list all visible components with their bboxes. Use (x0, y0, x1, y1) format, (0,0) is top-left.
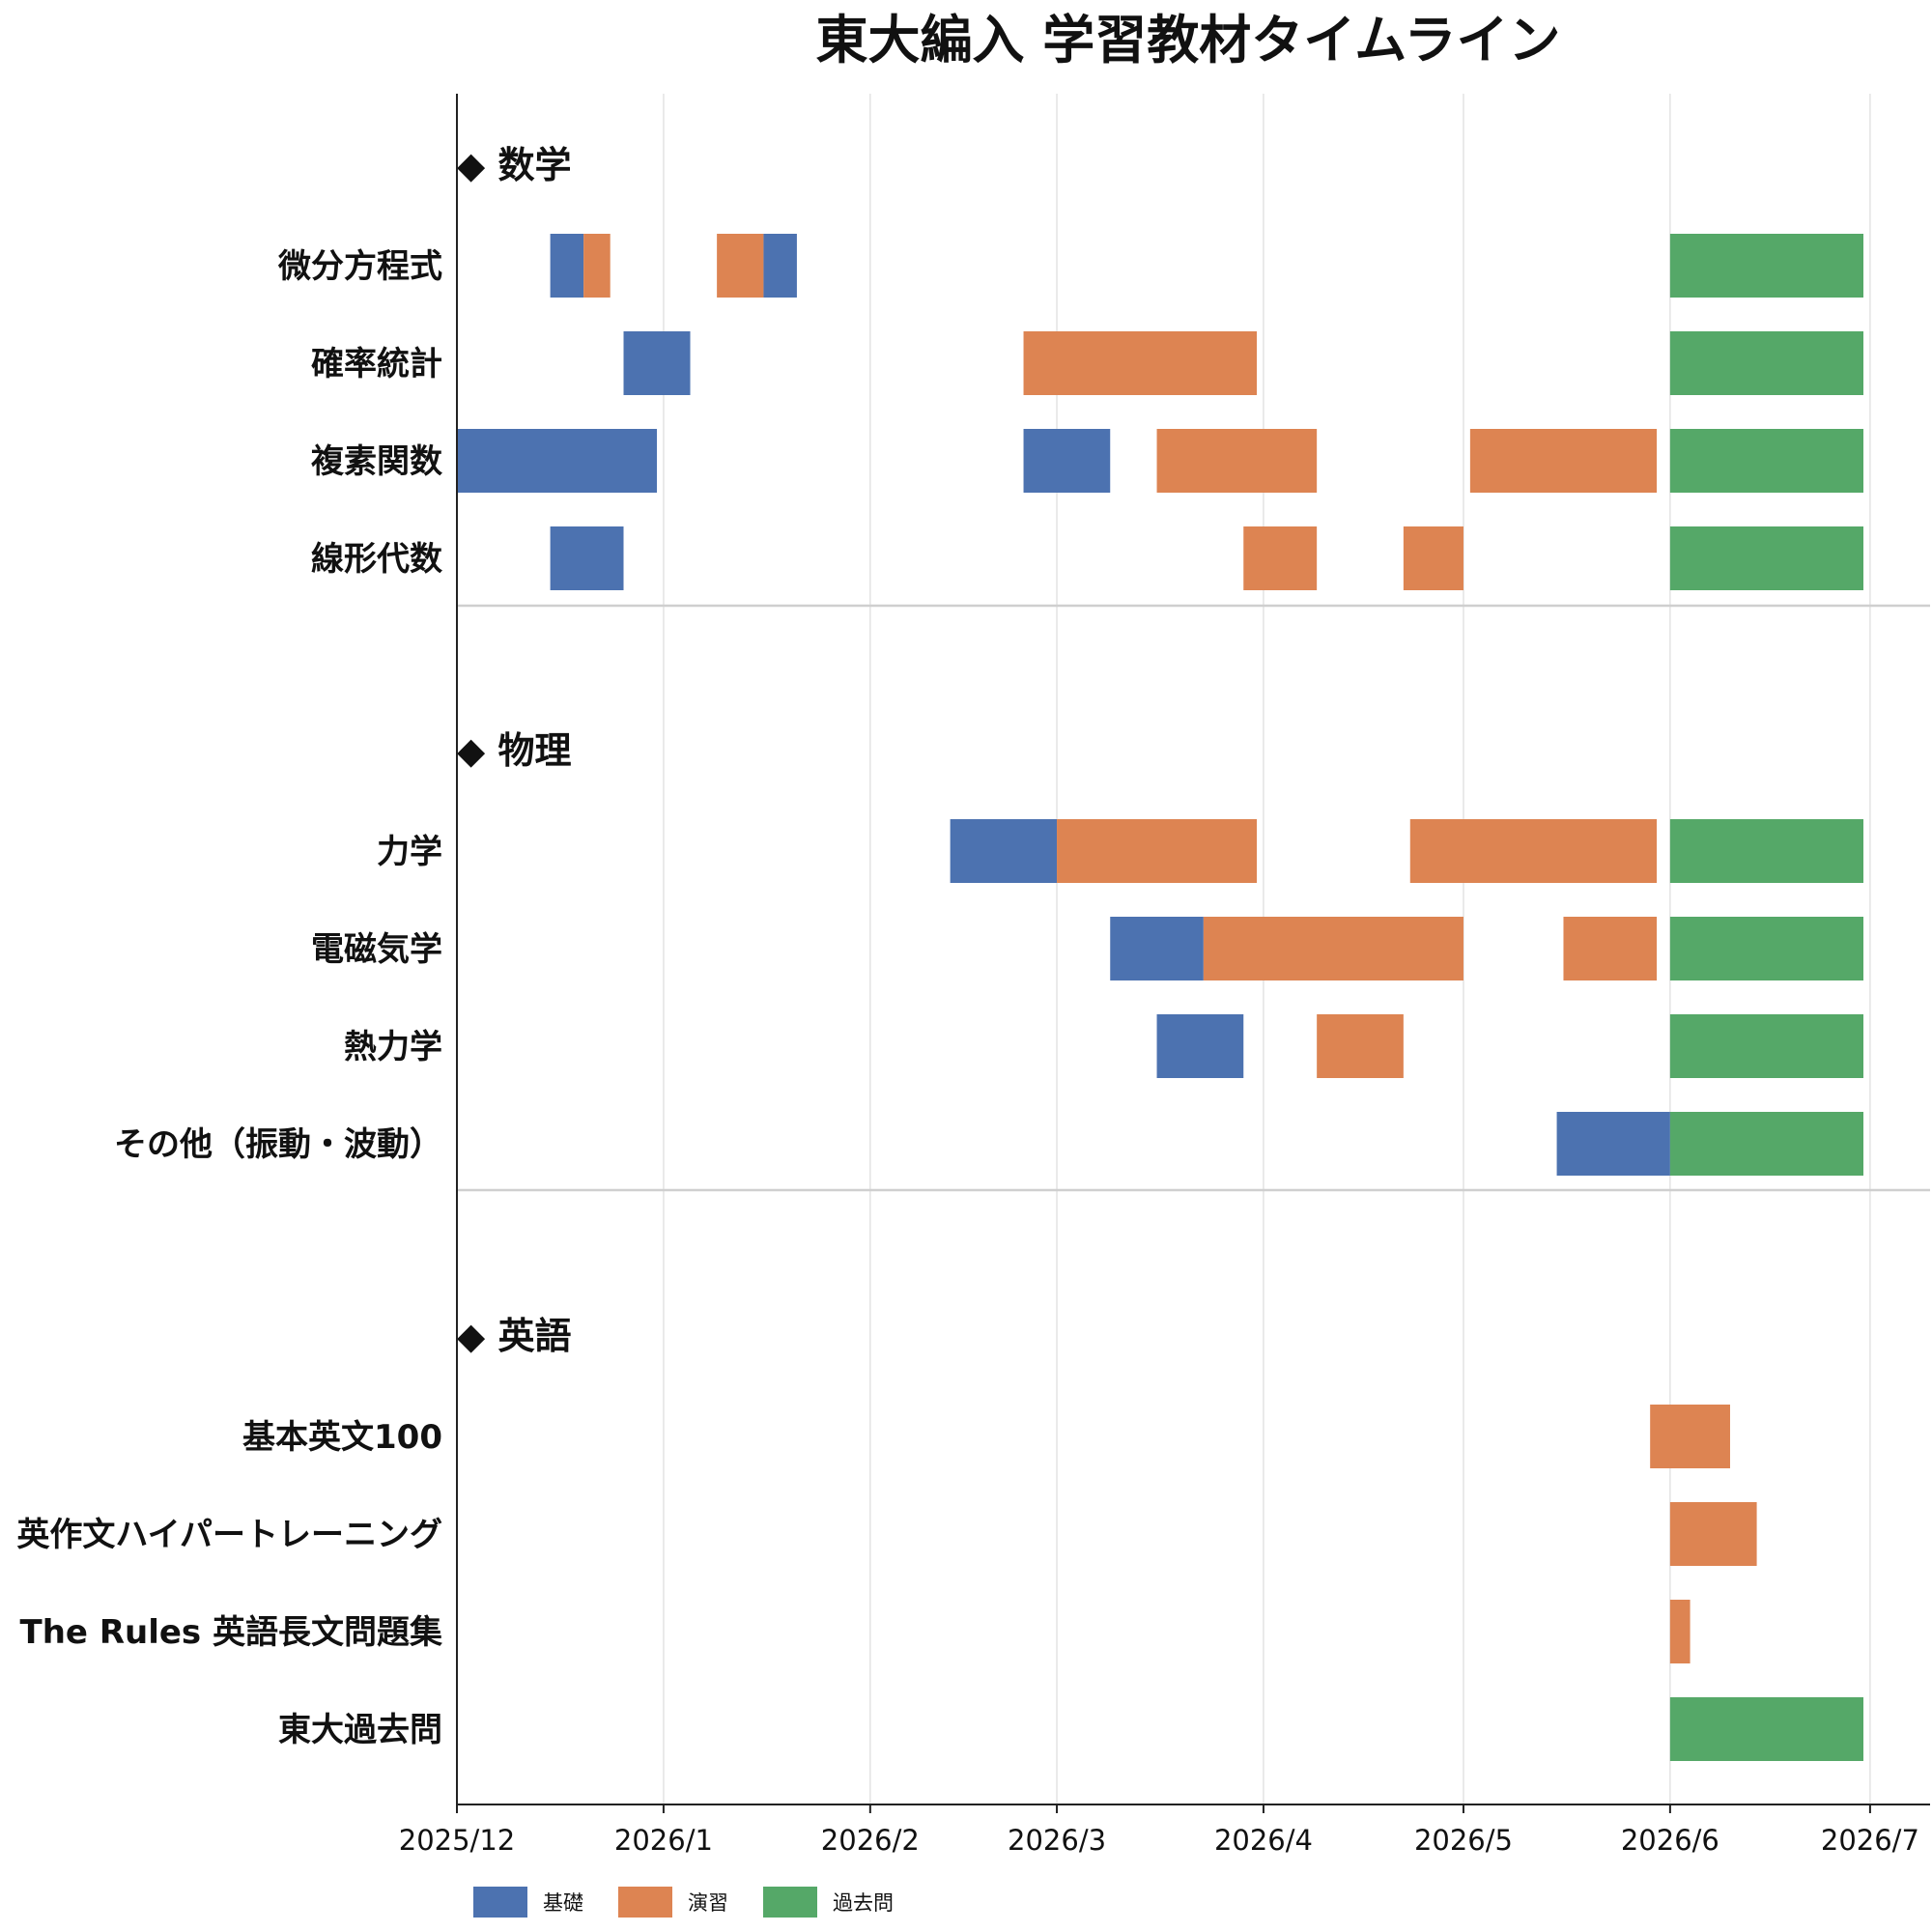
row-label: 線形代数 (311, 540, 442, 579)
bar-basic (457, 429, 658, 493)
legend-item: 演習 (618, 1887, 728, 1918)
row-label: 英作文ハイパートレーニング (16, 1516, 442, 1554)
bar-past (1669, 1112, 1863, 1176)
bar-past (1669, 429, 1863, 493)
group-label: ◆ 英語 (457, 1315, 571, 1357)
x-tick-label: 2026/5 (1414, 1824, 1513, 1857)
bar-past (1669, 819, 1863, 883)
bar-practice (1023, 331, 1258, 395)
row-label: 力学 (377, 833, 442, 871)
bar-practice (583, 234, 611, 298)
bar-past (1669, 331, 1863, 395)
bar-basic (1556, 1112, 1670, 1176)
bar-past (1669, 1014, 1863, 1078)
bar-practice (1403, 526, 1463, 590)
bar-past (1669, 1697, 1863, 1761)
legend: 基礎 演習 過去問 (473, 1887, 894, 1918)
legend-swatch (473, 1887, 527, 1918)
legend-label: 基礎 (543, 1891, 583, 1915)
bar-practice (1469, 429, 1658, 493)
bar-past (1669, 234, 1863, 298)
legend-item: 基礎 (473, 1887, 583, 1918)
group-header: ◆ 物理 (457, 729, 571, 772)
bar-basic (763, 234, 797, 298)
row-label: The Rules 英語長文問題集 (20, 1613, 442, 1652)
row-label: 電磁気学 (311, 930, 442, 969)
bar-practice (1203, 917, 1463, 980)
group-label: ◆ 物理 (457, 729, 571, 772)
row-label: 熱力学 (344, 1028, 442, 1066)
chart-title: 東大編入 学習教材タイムライン (815, 10, 1560, 71)
legend-item: 過去問 (763, 1887, 894, 1918)
bar-past (1669, 526, 1863, 590)
legend-swatch (618, 1887, 672, 1918)
bar-practice (1057, 819, 1258, 883)
bar-practice (1409, 819, 1658, 883)
x-tick-label: 2026/7 (1821, 1824, 1919, 1857)
bar-basic (950, 819, 1058, 883)
x-tick-label: 2026/1 (614, 1824, 713, 1857)
row-label: その他（振動・波動） (114, 1125, 442, 1164)
bar-basic (550, 234, 584, 298)
bar-practice (1317, 1014, 1404, 1078)
group-header: ◆ 英語 (457, 1315, 571, 1357)
bar-practice (1650, 1405, 1730, 1468)
group-label: ◆ 数学 (457, 144, 571, 186)
x-tick-label: 2026/6 (1621, 1824, 1719, 1857)
legend-label: 演習 (688, 1891, 728, 1915)
bar-practice (1156, 429, 1318, 493)
row-label: 東大過去問 (278, 1711, 442, 1749)
bar-basic (1156, 1014, 1244, 1078)
bar-practice (1243, 526, 1318, 590)
x-tick-label: 2026/3 (1008, 1824, 1106, 1857)
x-axis: 2025/12 2026/1 2026/2 2026/3 2026/4 2026/5 202… (399, 94, 1930, 1857)
bar-basic (550, 526, 624, 590)
bar-basic (1023, 429, 1111, 493)
bar-practice (1563, 917, 1658, 980)
bar-basic (1110, 917, 1204, 980)
row-label: 複素関数 (311, 442, 442, 481)
bar-basic (623, 331, 691, 395)
bar-practice (717, 234, 764, 298)
x-tick-label: 2026/4 (1214, 1824, 1313, 1857)
group-header: ◆ 数学 (457, 144, 571, 186)
legend-swatch (763, 1887, 817, 1918)
legend-label: 過去問 (833, 1891, 894, 1915)
x-tick-label: 2025/12 (399, 1824, 515, 1857)
x-tick-label: 2026/2 (821, 1824, 920, 1857)
row-label: 微分方程式 (277, 247, 442, 286)
bars (457, 234, 1863, 1761)
row-label: 確率統計 (311, 345, 442, 384)
bar-practice (1669, 1502, 1757, 1566)
bar-past (1669, 917, 1863, 980)
group-separators (457, 604, 1930, 1192)
bar-practice (1669, 1600, 1690, 1663)
row-label: 基本英文100 (242, 1418, 442, 1457)
